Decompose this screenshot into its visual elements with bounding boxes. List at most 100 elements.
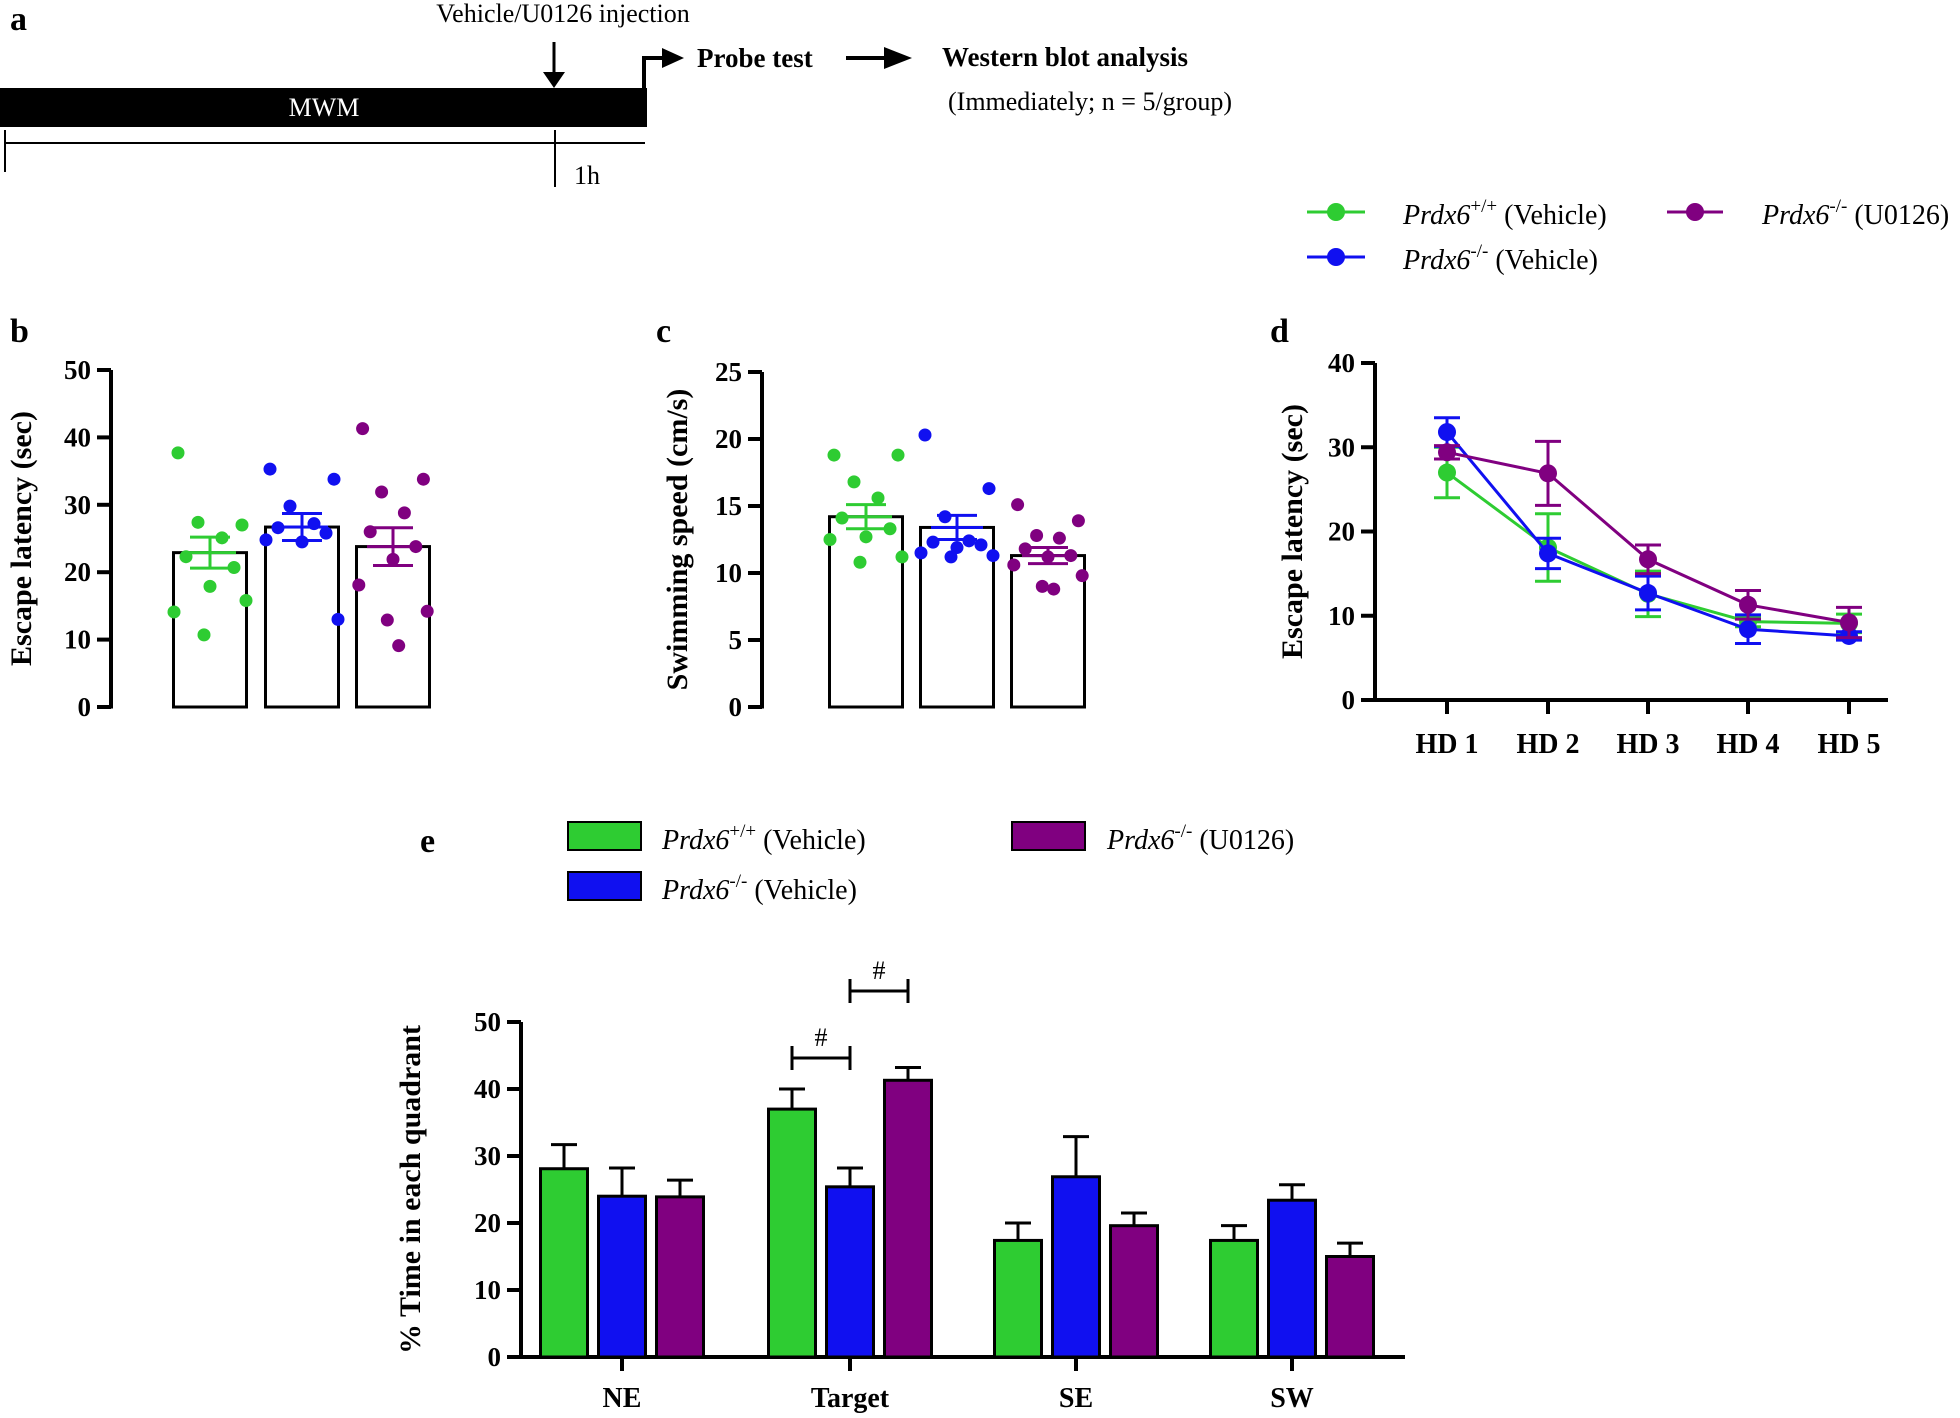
legend-e-ko-swatch	[567, 871, 642, 901]
b-point-2-2	[375, 485, 389, 499]
d-point-2-3	[1739, 595, 1757, 614]
c-point-0-6	[859, 530, 873, 544]
panel-label-e: e	[420, 823, 435, 860]
c-point-2-2	[1030, 528, 1044, 542]
western-label: Western blot analysis	[942, 42, 1188, 72]
legend-top-u0126-gene: Prdx6	[1761, 200, 1829, 231]
legend-e-wt: Prdx6+/+ (Vehicle)	[567, 821, 866, 856]
c-point-1-7	[914, 546, 928, 560]
legend-top-u0126: Prdx6-/- (U0126)	[1667, 196, 1949, 231]
b-point-2-9	[380, 613, 394, 627]
legend-e-u0126-label: Prdx6-/- (U0126)	[1106, 821, 1294, 856]
d-x-tick-label-2: HD 3	[1617, 729, 1680, 760]
mwm-bar	[0, 88, 647, 127]
e-bar-1-0	[597, 1194, 647, 1359]
plot-c: 0 5 10 15 20 25 Swimming speed (cm/s)	[661, 357, 1089, 722]
legend-e-u0126-treat: (U0126)	[1192, 825, 1294, 856]
c-point-1-8	[986, 549, 1000, 563]
interval-label: 1h	[574, 161, 600, 190]
b-point-0-5	[227, 560, 241, 574]
panel-a-timeline: a MWM Vehicle/U0126 injection 1h Probe t…	[0, 0, 1232, 190]
c-point-0-2	[847, 475, 861, 489]
probe-arrow-head	[662, 48, 684, 68]
e-x-tick-label-0: NE	[603, 1383, 642, 1414]
b-y-tick-label-20: 20	[64, 557, 91, 587]
e-y-tick-label-40: 40	[474, 1074, 501, 1104]
e-bar-0-3	[1209, 1238, 1259, 1359]
b-bar-2	[355, 545, 431, 709]
b-point-1-0	[263, 462, 277, 476]
b-y-tick-label-30: 30	[64, 490, 91, 520]
e-bar-1-2	[1051, 1175, 1101, 1359]
probe-arrow-shaft	[642, 56, 664, 88]
e-bar-0-1	[767, 1107, 817, 1359]
c-bar-2	[1010, 554, 1086, 709]
legend-e-wt-sup: +/+	[729, 821, 756, 842]
d-x-tick-label-0: HD 1	[1416, 729, 1479, 760]
c-point-2-3	[1052, 531, 1066, 545]
e-y-tick-label-10: 10	[474, 1275, 501, 1305]
panel-label-a: a	[10, 1, 27, 38]
b-point-2-0	[356, 422, 370, 436]
legend-top-ko-gene: Prdx6	[1402, 245, 1470, 276]
legend-e-u0126-sup: -/-	[1174, 821, 1192, 842]
legend-e-ko-gene: Prdx6	[661, 875, 729, 906]
d-point-0-0	[1438, 463, 1456, 482]
d-point-1-0	[1438, 423, 1456, 442]
b-point-2-3	[397, 506, 411, 520]
e-bar-0-0	[539, 1167, 589, 1359]
b-point-2-8	[420, 604, 434, 618]
c-point-2-10	[1047, 582, 1061, 596]
legend-top-u0126-label: Prdx6-/- (U0126)	[1761, 196, 1949, 231]
d-x-tick-label-4: HD 5	[1818, 729, 1881, 760]
c-bar-1	[919, 525, 995, 709]
d-point-1-3	[1739, 620, 1757, 639]
d-point-2-2	[1639, 550, 1657, 569]
d-y-axis-label: Escape latency (sec)	[1276, 404, 1309, 659]
legend-top-ko-sup: -/-	[1470, 241, 1488, 262]
c-point-0-0	[827, 448, 841, 462]
legend-top-u0126-sup: -/-	[1829, 196, 1847, 217]
c-bar-0	[828, 515, 904, 709]
d-point-2-0	[1438, 443, 1456, 462]
c-point-0-9	[853, 555, 867, 569]
c-point-2-8	[1075, 569, 1089, 583]
legend-e-u0126-swatch	[1011, 821, 1086, 851]
plot-b: 0 10 20 30 40 50 Escape latency (sec)	[5, 355, 434, 722]
b-y-axis-label: Escape latency (sec)	[5, 411, 38, 666]
legend-e-ko-label: Prdx6-/- (Vehicle)	[661, 871, 857, 906]
d-point-2-1	[1539, 464, 1557, 483]
c-point-2-4	[1018, 542, 1032, 556]
plot-d: 0 10 20 30 40 Escape latency (sec) HD 1 HD 2 HD …	[1276, 348, 1888, 760]
e-bar-2-0	[655, 1195, 705, 1359]
panel-label-b: b	[10, 313, 29, 350]
c-y-tick-label-15: 15	[715, 491, 742, 521]
c-point-0-5	[883, 522, 897, 536]
d-y-tick-label-40: 40	[1328, 348, 1355, 378]
b-point-1-7	[259, 533, 273, 547]
e-y-axis-label: % Time in each quadrant	[394, 1025, 427, 1354]
panel-e: e Prdx6+/+ (Vehicle) Prdx6-/- (Vehicle) …	[394, 821, 1405, 1414]
panel-b: b 0 10 20 30 40 50 Escape latency (sec)	[5, 313, 434, 722]
legend-top-wt-label: Prdx6+/+ (Vehicle)	[1402, 196, 1607, 231]
c-y-tick-label-20: 20	[715, 424, 742, 454]
western-note: (Immediately; n = 5/group)	[948, 87, 1232, 116]
c-point-1-0	[918, 428, 932, 442]
e-bar-1-3	[1267, 1198, 1317, 1359]
b-point-1-5	[319, 526, 333, 540]
b-point-1-1	[327, 472, 341, 486]
mwm-label: MWM	[289, 93, 360, 122]
b-point-0-0	[171, 446, 185, 460]
c-point-2-7	[1007, 558, 1021, 572]
legend-top-u0126-marker	[1686, 203, 1704, 221]
e-bar-2-1	[883, 1078, 933, 1359]
c-point-0-1	[891, 448, 905, 462]
legend-e-ko: Prdx6-/- (Vehicle)	[567, 871, 857, 906]
d-point-1-1	[1539, 544, 1557, 563]
panel-c: c 0 5 10 15 20 25 Swimming speed (cm/s)	[656, 313, 1089, 722]
d-x-tick-label-3: HD 4	[1717, 729, 1780, 760]
e-y-tick-label-30: 30	[474, 1141, 501, 1171]
c-point-1-1	[982, 482, 996, 496]
d-point-1-2	[1639, 584, 1657, 603]
